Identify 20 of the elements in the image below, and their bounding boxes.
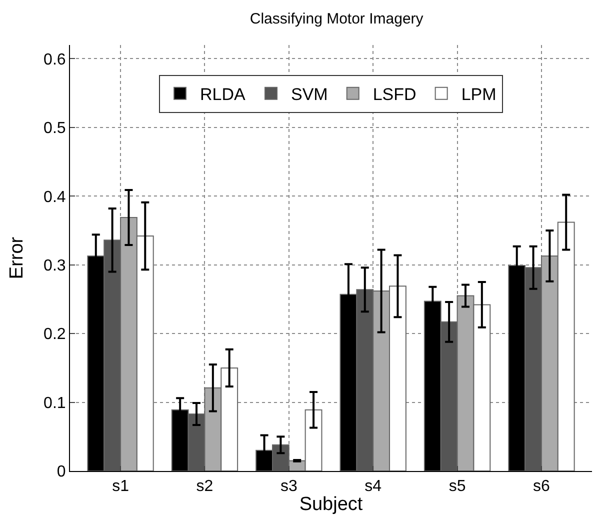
x-tick-label: s2 — [196, 478, 214, 496]
y-axis-title: Error — [6, 236, 28, 280]
legend-label: LSFD — [372, 85, 416, 104]
x-tick-label: s4 — [364, 478, 382, 496]
chart-title: Classifying Motor Imagery — [250, 10, 424, 28]
y-tick-label: 0.1 — [44, 394, 66, 412]
y-tick-label: 0.2 — [44, 326, 66, 344]
x-tick-label: s6 — [533, 478, 550, 496]
x-tick-label: s1 — [112, 478, 130, 496]
legend-label: LPM — [461, 85, 496, 104]
legend-label: RLDA — [200, 85, 246, 104]
x-axis-title: Subject — [299, 494, 364, 515]
y-tick-label: 0.5 — [44, 120, 66, 138]
legend-label: SVM — [291, 85, 328, 104]
x-tick-label: s5 — [448, 478, 466, 496]
y-tick-label: 0 — [56, 464, 66, 481]
y-tick-label: 0.6 — [44, 51, 66, 68]
x-tick-label: s3 — [280, 478, 298, 496]
y-tick-label: 0.4 — [44, 188, 66, 206]
y-tick-label: 0.3 — [44, 257, 66, 274]
